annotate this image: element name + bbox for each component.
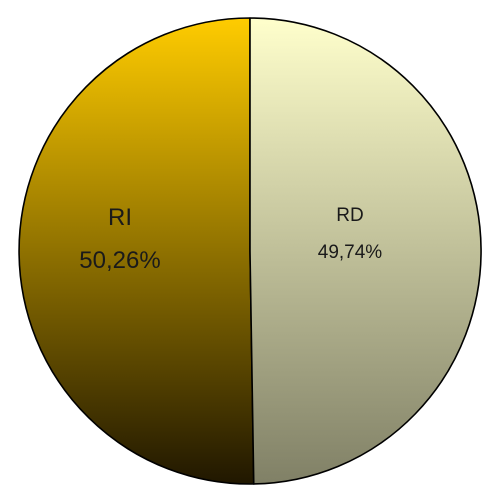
pie-slice-ri: [18, 17, 255, 485]
pie-slices: [18, 17, 482, 485]
slice-label-rd-name: RD: [336, 205, 363, 226]
pie-slice-rd: [249, 17, 482, 485]
pie-labels: RI 50,26% RD 49,74%: [79, 204, 382, 274]
slice-label-ri-value: 50,26%: [79, 247, 160, 274]
slice-label-rd-value: 49,74%: [318, 242, 383, 263]
slice-label-ri-name: RI: [108, 204, 132, 231]
